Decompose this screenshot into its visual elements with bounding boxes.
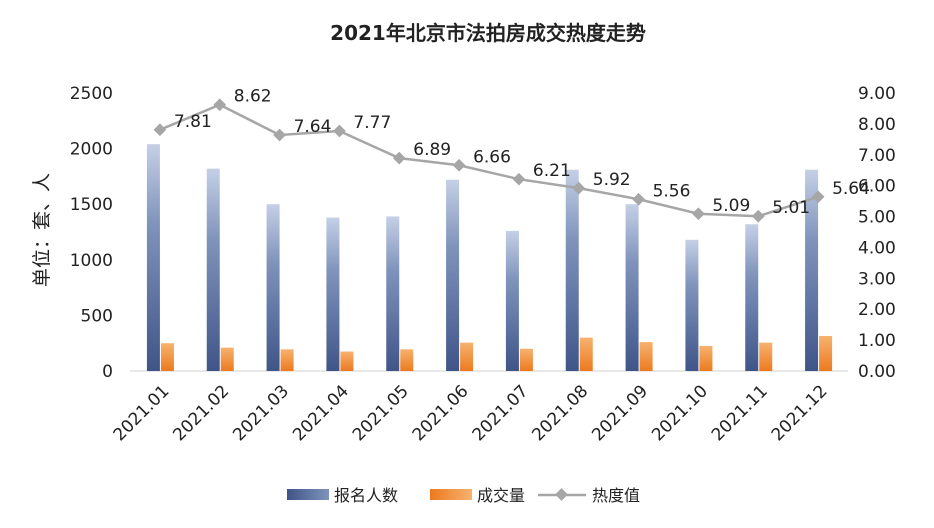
right-tick-label: 4.00 <box>858 238 896 258</box>
bar-成交量 <box>519 348 533 371</box>
x-tick-label: 2021.11 <box>708 381 772 445</box>
bar-报名人数 <box>146 144 160 371</box>
legend-label-成交量: 成交量 <box>477 486 525 505</box>
left-tick-label: 2000 <box>70 140 113 160</box>
bar-成交量 <box>160 343 174 371</box>
legend-label-报名人数: 报名人数 <box>334 486 398 505</box>
bar-报名人数 <box>326 217 340 371</box>
bar-报名人数 <box>386 216 400 371</box>
right-tick-label: 8.00 <box>858 115 896 135</box>
bar-成交量 <box>460 342 474 371</box>
data-label-热度值: 7.77 <box>353 113 391 133</box>
bar-报名人数 <box>805 169 819 371</box>
data-label-热度值: 5.56 <box>653 181 691 201</box>
bar-成交量 <box>280 349 294 371</box>
y-axis-label: 单位：套、人 <box>31 173 53 287</box>
x-tick-label: 2021.06 <box>409 381 473 445</box>
bar-成交量 <box>639 342 653 371</box>
bar-报名人数 <box>206 168 220 371</box>
legend-swatch-成交量 <box>430 489 472 500</box>
left-axis-ticks: 0 500 1000 1500 2000 2500 <box>70 84 113 382</box>
bar-报名人数 <box>446 179 460 371</box>
bar-成交量 <box>340 351 354 371</box>
bar-成交量 <box>579 337 593 371</box>
left-tick-label: 1000 <box>70 251 113 271</box>
bar-成交量 <box>759 342 773 371</box>
right-tick-label: 2.00 <box>858 300 896 320</box>
x-tick-label: 2021.09 <box>588 381 652 445</box>
left-tick-label: 500 <box>81 306 113 326</box>
point-热度值 <box>213 98 227 112</box>
bar-报名人数 <box>266 204 280 371</box>
x-tick-label: 2021.04 <box>289 381 353 445</box>
data-label-热度值: 7.64 <box>294 117 332 137</box>
right-axis-ticks: 0.00 1.00 2.00 3.00 4.00 5.00 6.00 7.00 8.00 9.00 <box>858 84 896 382</box>
point-热度值 <box>692 207 705 221</box>
data-label-热度值: 7.81 <box>174 112 212 132</box>
data-label-热度值: 5.01 <box>772 198 810 218</box>
right-tick-label: 1.00 <box>858 331 896 351</box>
left-tick-label: 1500 <box>70 195 113 215</box>
bar-成交量 <box>400 349 414 371</box>
x-tick-label: 2021.01 <box>110 381 174 445</box>
chart-title: 2021年北京市法拍房成交热度走势 <box>330 21 646 45</box>
data-label-热度值: 5.64 <box>832 179 870 199</box>
legend: 报名人数 成交量 热度值 <box>287 486 640 505</box>
right-tick-label: 0.00 <box>858 362 896 382</box>
bar-报名人数 <box>625 204 639 371</box>
point-热度值 <box>273 128 286 142</box>
data-label-热度值: 6.89 <box>413 140 451 160</box>
data-label-热度值: 8.62 <box>234 87 272 107</box>
bar-报名人数 <box>745 224 759 371</box>
line-热度值 <box>159 103 819 218</box>
point-热度值 <box>333 124 346 138</box>
point-热度值 <box>153 123 167 137</box>
line-group: 7.81 8.62 7.64 7.77 6.89 6.66 6.21 5.92 5.56 5.09… <box>153 87 870 223</box>
right-tick-label: 7.00 <box>858 146 896 166</box>
legend-marker-热度值 <box>555 488 568 501</box>
point-热度值 <box>452 158 466 172</box>
left-tick-label: 0 <box>102 362 113 382</box>
bars-group <box>146 144 833 371</box>
right-tick-label: 5.00 <box>858 208 896 228</box>
right-tick-label: 6.00 <box>858 177 896 197</box>
x-axis-ticks: 2021.012021.022021.032021.042021.052021.… <box>110 381 832 445</box>
x-tick-label: 2021.03 <box>229 381 293 445</box>
data-label-热度值: 5.09 <box>712 196 750 216</box>
bar-报名人数 <box>565 169 579 371</box>
bar-报名人数 <box>505 230 519 371</box>
left-tick-label: 2500 <box>70 84 113 104</box>
x-tick-label: 2021.05 <box>349 381 413 445</box>
data-label-热度值: 5.92 <box>593 170 631 190</box>
legend-label-热度值: 热度值 <box>592 486 640 505</box>
x-tick-label: 2021.10 <box>648 381 712 445</box>
x-tick-label: 2021.07 <box>469 381 533 445</box>
bar-成交量 <box>819 335 833 371</box>
bar-成交量 <box>220 347 234 371</box>
point-热度值 <box>512 172 526 186</box>
bar-报名人数 <box>685 239 699 371</box>
x-tick-label: 2021.08 <box>528 381 592 445</box>
data-label-热度值: 6.21 <box>533 161 571 181</box>
point-热度值 <box>632 192 645 206</box>
right-tick-label: 3.00 <box>858 269 896 289</box>
x-tick-label: 2021.02 <box>169 381 233 445</box>
x-tick-label: 2021.12 <box>768 381 832 445</box>
legend-swatch-报名人数 <box>287 489 329 500</box>
point-热度值 <box>392 151 406 165</box>
right-tick-label: 9.00 <box>858 84 896 104</box>
data-label-热度值: 6.66 <box>473 147 511 167</box>
bar-成交量 <box>699 345 713 371</box>
point-热度值 <box>751 209 765 223</box>
